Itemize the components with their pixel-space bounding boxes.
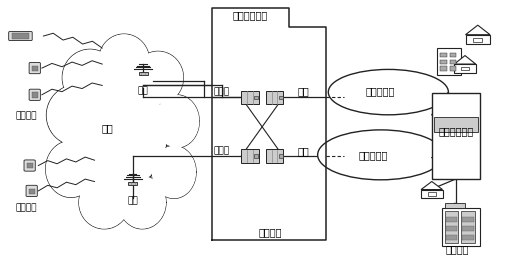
Ellipse shape bbox=[152, 147, 195, 198]
FancyBboxPatch shape bbox=[266, 149, 283, 163]
FancyBboxPatch shape bbox=[26, 185, 37, 197]
Ellipse shape bbox=[45, 141, 96, 197]
FancyBboxPatch shape bbox=[446, 226, 457, 231]
Text: 通信控制中心: 通信控制中心 bbox=[438, 126, 473, 136]
Text: 数据中心: 数据中心 bbox=[446, 245, 469, 255]
FancyBboxPatch shape bbox=[128, 182, 137, 184]
FancyBboxPatch shape bbox=[24, 160, 35, 171]
FancyBboxPatch shape bbox=[446, 217, 457, 222]
FancyBboxPatch shape bbox=[445, 211, 458, 243]
FancyBboxPatch shape bbox=[450, 66, 456, 71]
Ellipse shape bbox=[155, 95, 199, 148]
FancyBboxPatch shape bbox=[241, 91, 259, 104]
Text: 数据主干网: 数据主干网 bbox=[358, 150, 388, 160]
Text: 手机终端: 手机终端 bbox=[16, 112, 37, 121]
FancyBboxPatch shape bbox=[440, 60, 447, 64]
Ellipse shape bbox=[80, 177, 129, 228]
Ellipse shape bbox=[119, 176, 166, 229]
FancyBboxPatch shape bbox=[454, 64, 476, 73]
FancyBboxPatch shape bbox=[254, 96, 258, 99]
Ellipse shape bbox=[133, 52, 183, 103]
FancyBboxPatch shape bbox=[461, 67, 469, 70]
Ellipse shape bbox=[62, 49, 118, 106]
Ellipse shape bbox=[156, 96, 199, 147]
FancyBboxPatch shape bbox=[440, 53, 447, 57]
Text: 手机终端: 手机终端 bbox=[16, 204, 37, 213]
FancyBboxPatch shape bbox=[434, 116, 478, 132]
Ellipse shape bbox=[133, 51, 183, 104]
Ellipse shape bbox=[119, 177, 166, 228]
FancyBboxPatch shape bbox=[241, 149, 259, 163]
Text: 声音: 声音 bbox=[297, 86, 309, 96]
Ellipse shape bbox=[47, 142, 96, 197]
Ellipse shape bbox=[47, 85, 107, 146]
Ellipse shape bbox=[63, 50, 117, 105]
Text: 交换机: 交换机 bbox=[214, 146, 230, 155]
FancyBboxPatch shape bbox=[9, 32, 32, 41]
FancyBboxPatch shape bbox=[445, 203, 465, 208]
FancyBboxPatch shape bbox=[446, 235, 457, 240]
FancyBboxPatch shape bbox=[461, 211, 475, 243]
FancyBboxPatch shape bbox=[29, 89, 40, 100]
Ellipse shape bbox=[100, 35, 149, 86]
FancyBboxPatch shape bbox=[279, 154, 283, 158]
Text: 基站: 基站 bbox=[137, 87, 149, 96]
Ellipse shape bbox=[318, 130, 444, 180]
Polygon shape bbox=[466, 25, 490, 35]
FancyBboxPatch shape bbox=[462, 226, 474, 231]
Ellipse shape bbox=[48, 86, 106, 145]
Polygon shape bbox=[212, 8, 326, 240]
FancyBboxPatch shape bbox=[32, 92, 38, 98]
Polygon shape bbox=[421, 182, 443, 190]
Ellipse shape bbox=[79, 176, 130, 229]
FancyBboxPatch shape bbox=[473, 38, 482, 42]
FancyBboxPatch shape bbox=[32, 66, 38, 71]
FancyBboxPatch shape bbox=[462, 217, 474, 222]
Polygon shape bbox=[454, 56, 476, 64]
FancyBboxPatch shape bbox=[440, 66, 447, 71]
Text: 交换机: 交换机 bbox=[214, 88, 230, 97]
FancyBboxPatch shape bbox=[29, 62, 40, 74]
FancyBboxPatch shape bbox=[254, 154, 258, 158]
FancyBboxPatch shape bbox=[421, 190, 443, 198]
Ellipse shape bbox=[73, 78, 168, 189]
FancyBboxPatch shape bbox=[466, 35, 490, 44]
FancyBboxPatch shape bbox=[432, 93, 480, 179]
FancyBboxPatch shape bbox=[450, 53, 456, 57]
FancyBboxPatch shape bbox=[437, 48, 461, 75]
FancyBboxPatch shape bbox=[29, 189, 35, 194]
Ellipse shape bbox=[152, 146, 196, 198]
Text: 声音主干网: 声音主干网 bbox=[366, 86, 396, 96]
FancyBboxPatch shape bbox=[428, 192, 436, 196]
FancyBboxPatch shape bbox=[12, 33, 29, 39]
FancyBboxPatch shape bbox=[279, 96, 283, 99]
Text: 通信控制中心: 通信控制中心 bbox=[233, 10, 268, 20]
Ellipse shape bbox=[74, 79, 166, 188]
FancyBboxPatch shape bbox=[442, 208, 480, 246]
Text: 边缘网络: 边缘网络 bbox=[258, 227, 282, 237]
Ellipse shape bbox=[329, 69, 449, 115]
FancyBboxPatch shape bbox=[266, 91, 283, 104]
Ellipse shape bbox=[99, 34, 149, 87]
Text: 数据: 数据 bbox=[297, 146, 309, 156]
FancyBboxPatch shape bbox=[462, 235, 474, 240]
Text: 接入: 接入 bbox=[102, 123, 113, 133]
Text: 基站: 基站 bbox=[127, 196, 138, 205]
FancyBboxPatch shape bbox=[138, 72, 148, 75]
FancyBboxPatch shape bbox=[450, 60, 456, 64]
FancyBboxPatch shape bbox=[27, 163, 33, 168]
